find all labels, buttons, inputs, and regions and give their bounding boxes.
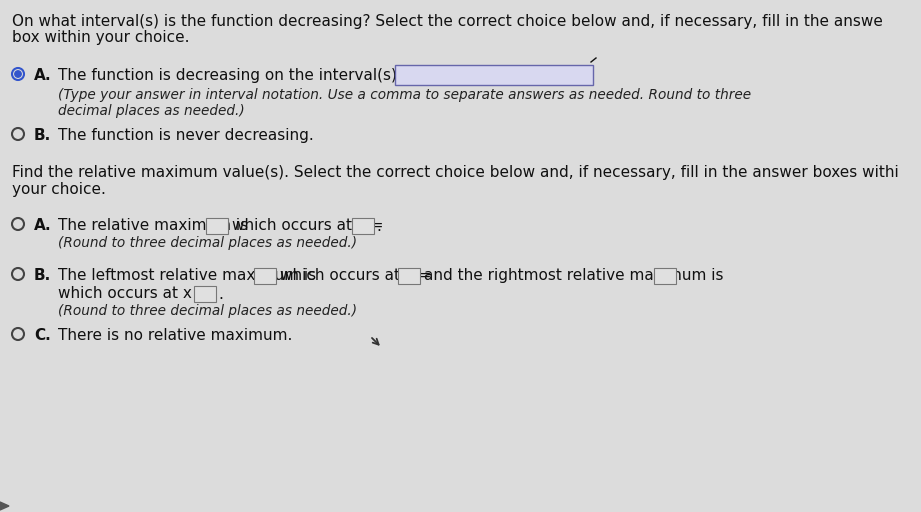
Text: which occurs at x =: which occurs at x = xyxy=(280,268,432,283)
Text: .: . xyxy=(218,287,223,302)
Text: B.: B. xyxy=(34,268,52,283)
Text: your choice.: your choice. xyxy=(12,182,106,197)
Text: B.: B. xyxy=(34,128,52,143)
FancyBboxPatch shape xyxy=(654,268,676,284)
Circle shape xyxy=(15,71,21,77)
FancyBboxPatch shape xyxy=(254,268,276,284)
Text: and the rightmost relative maximum is: and the rightmost relative maximum is xyxy=(424,268,724,283)
Text: The leftmost relative maximum is: The leftmost relative maximum is xyxy=(58,268,316,283)
FancyBboxPatch shape xyxy=(398,268,420,284)
FancyBboxPatch shape xyxy=(395,65,593,85)
Text: (− ∞, −1.428), (0,1.428): (− ∞, −1.428), (0,1.428) xyxy=(399,69,587,84)
Text: (Round to three decimal places as needed.): (Round to three decimal places as needed… xyxy=(58,236,357,250)
Text: The relative maximum is: The relative maximum is xyxy=(58,218,248,233)
Text: (Type your answer in interval notation. Use a comma to separate answers as neede: (Type your answer in interval notation. … xyxy=(58,88,752,102)
Text: decimal places as needed.): decimal places as needed.) xyxy=(58,104,245,118)
FancyBboxPatch shape xyxy=(352,218,374,234)
Text: The function is decreasing on the interval(s): The function is decreasing on the interv… xyxy=(58,68,397,83)
Text: There is no relative maximum.: There is no relative maximum. xyxy=(58,328,292,343)
Text: (Round to three decimal places as needed.): (Round to three decimal places as needed… xyxy=(58,304,357,318)
Polygon shape xyxy=(0,502,9,510)
Text: C.: C. xyxy=(34,328,51,343)
Text: .: . xyxy=(376,219,381,234)
Text: The function is never decreasing.: The function is never decreasing. xyxy=(58,128,314,143)
Text: A.: A. xyxy=(34,218,52,233)
Text: A.: A. xyxy=(34,68,52,83)
Text: Find the relative maximum value(s). Select the correct choice below and, if nece: Find the relative maximum value(s). Sele… xyxy=(12,165,899,180)
Text: which occurs at x =: which occurs at x = xyxy=(232,218,383,233)
FancyBboxPatch shape xyxy=(206,218,228,234)
Text: box within your choice.: box within your choice. xyxy=(12,30,190,45)
Text: which occurs at x =: which occurs at x = xyxy=(58,286,209,301)
FancyBboxPatch shape xyxy=(194,286,216,302)
Text: On what interval(s) is the function decreasing? Select the correct choice below : On what interval(s) is the function decr… xyxy=(12,14,883,29)
